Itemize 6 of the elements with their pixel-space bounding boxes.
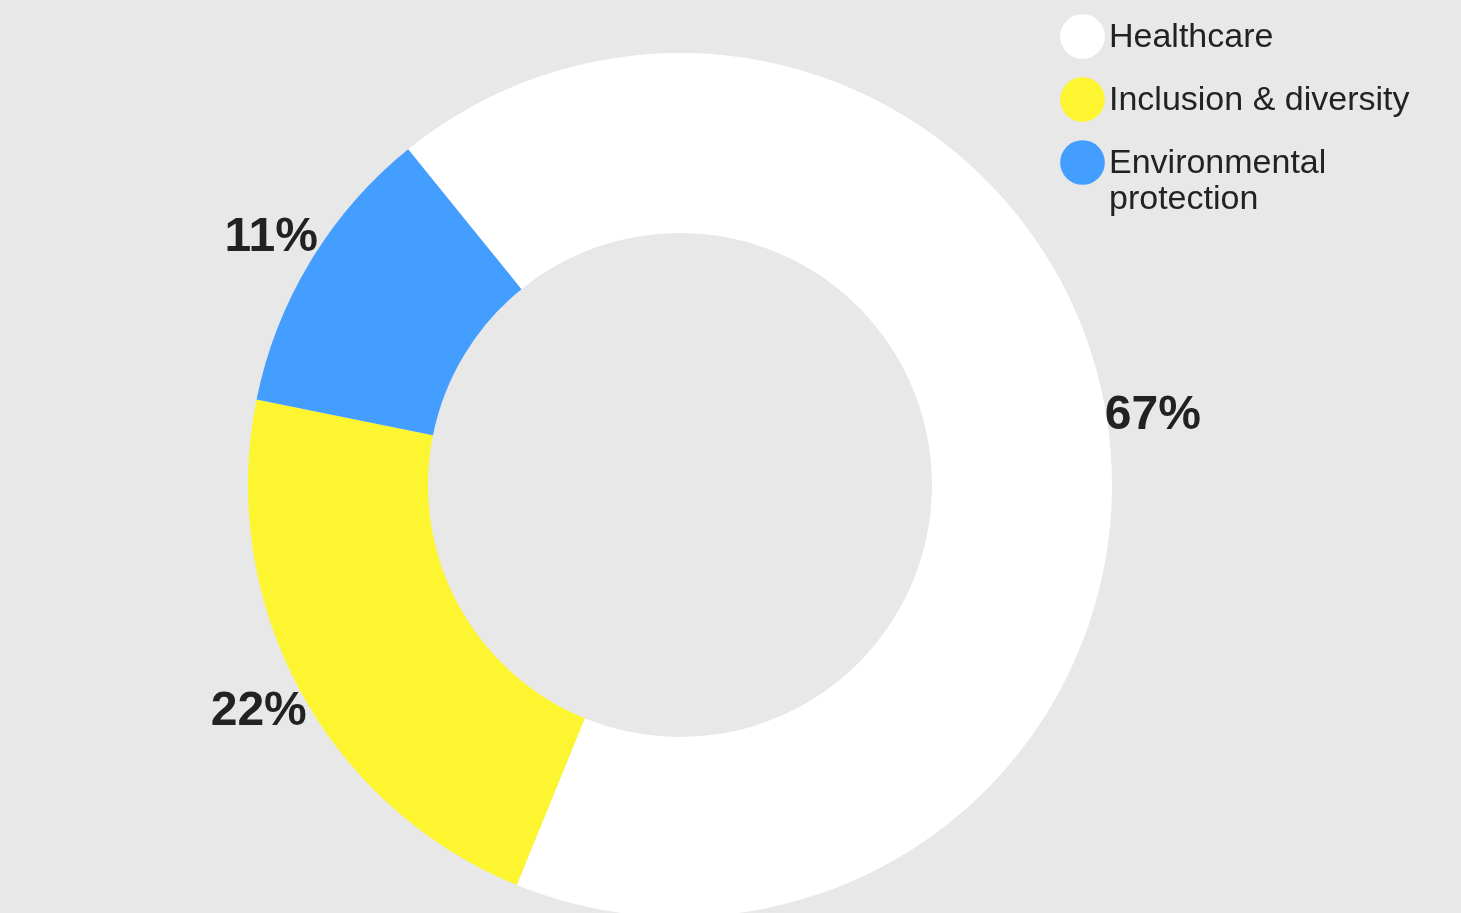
data-label: 11% — [224, 208, 318, 262]
legend-label: Healthcare — [1109, 15, 1274, 54]
legend-label: Environmental protection — [1109, 141, 1327, 216]
data-label: 22% — [210, 681, 307, 735]
legend-label: Inclusion & diversity — [1109, 78, 1410, 117]
data-label: 67% — [1104, 386, 1201, 440]
